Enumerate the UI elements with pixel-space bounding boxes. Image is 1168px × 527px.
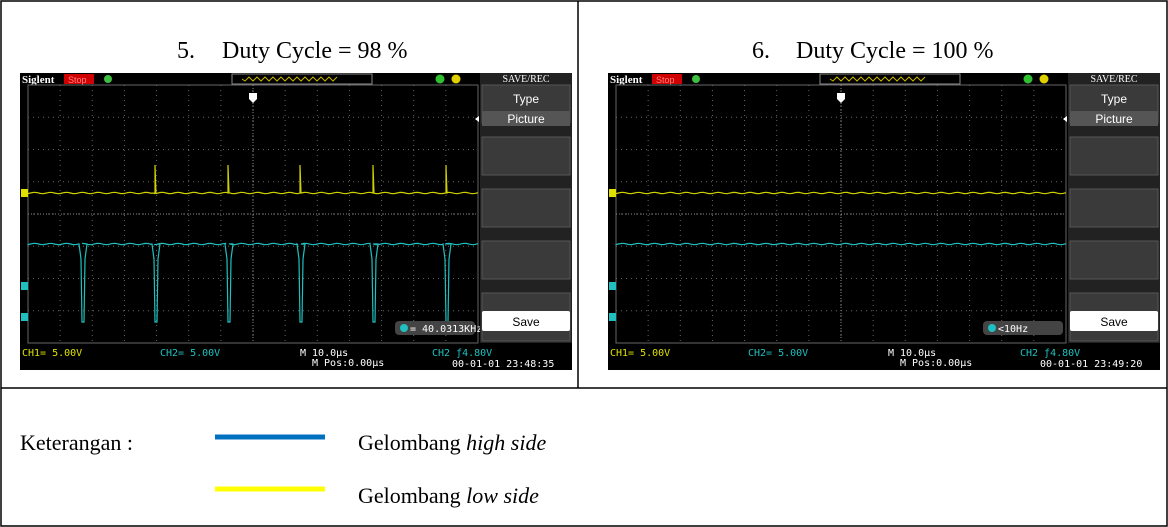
menu-item: Picture: [1095, 112, 1133, 126]
trigger-level-marker: [609, 282, 616, 290]
trigger-level-marker: [21, 282, 28, 290]
menu-item: Picture: [507, 112, 545, 126]
menu-item: Type: [513, 92, 539, 106]
caption-number: 6.: [752, 38, 770, 64]
menu-item: Type: [1101, 92, 1127, 106]
menu-button: [482, 189, 570, 227]
menu-button: [1070, 241, 1158, 279]
ch2-scale: CH2= 5.00V: [748, 348, 808, 359]
legend-label: Keterangan :: [20, 430, 133, 455]
trigger: CH2 ƒ4.80V: [432, 348, 492, 359]
caption: Duty Cycle = 100 %: [796, 38, 994, 64]
caption-number: 5.: [177, 38, 195, 64]
status: Stop: [68, 75, 87, 85]
frequency-icon: [400, 324, 408, 332]
trigger: CH2 ƒ4.80V: [1020, 348, 1080, 359]
menu-item: Save: [1100, 315, 1128, 329]
brand: Siglent: [22, 74, 55, 86]
legend-text: Gelombang: [358, 430, 461, 455]
icon-green: [436, 75, 445, 84]
status: Stop: [656, 75, 675, 85]
icon-yellow: [1040, 75, 1049, 84]
run-icon: [104, 75, 112, 83]
caption: Duty Cycle = 98 %: [222, 38, 408, 64]
frequency: = 40.0313KHz: [410, 324, 482, 335]
timestamp: 00-01-01 23:48:35: [452, 359, 554, 370]
ch1-marker: [609, 189, 616, 197]
scope-screenshot: Siglent Stop <10Hz SAVE/REC Type Picture Save C…: [608, 73, 1160, 370]
page: Keterangan : Gelombang high side Gelomba…: [0, 0, 1168, 527]
icon-green: [1024, 75, 1033, 84]
legend-emphasis: high side: [466, 430, 546, 455]
menu-title: SAVE/REC: [1090, 74, 1137, 85]
run-icon: [692, 75, 700, 83]
ch1-scale: CH1= 5.00V: [610, 348, 670, 359]
legend-text: Gelombang: [358, 483, 461, 508]
brand: Siglent: [610, 74, 643, 86]
ch2-scale: CH2= 5.00V: [160, 348, 220, 359]
scope-screenshot: Siglent Stop = 40.0313KHz SAVE/REC Type Pictu…: [20, 73, 572, 370]
menu-title: SAVE/REC: [502, 74, 549, 85]
menu-button: [1070, 189, 1158, 227]
menu-button: [482, 241, 570, 279]
timestamp: 00-01-01 23:49:20: [1040, 359, 1142, 370]
frequency: <10Hz: [998, 324, 1028, 335]
ch2-marker: [609, 313, 616, 321]
ch2-marker: [21, 313, 28, 321]
ch1-marker: [21, 189, 28, 197]
legend-entry: Gelombang low side: [358, 483, 539, 508]
legend-emphasis: low side: [466, 483, 539, 508]
position: M Pos:0.00µs: [312, 358, 384, 369]
icon-yellow: [452, 75, 461, 84]
menu-item: Save: [512, 315, 540, 329]
position: M Pos:0.00µs: [900, 358, 972, 369]
frequency-icon: [988, 324, 996, 332]
ch1-scale: CH1= 5.00V: [22, 348, 82, 359]
menu-button: [482, 137, 570, 175]
legend-entry: Gelombang high side: [358, 430, 546, 455]
menu-button: [1070, 137, 1158, 175]
